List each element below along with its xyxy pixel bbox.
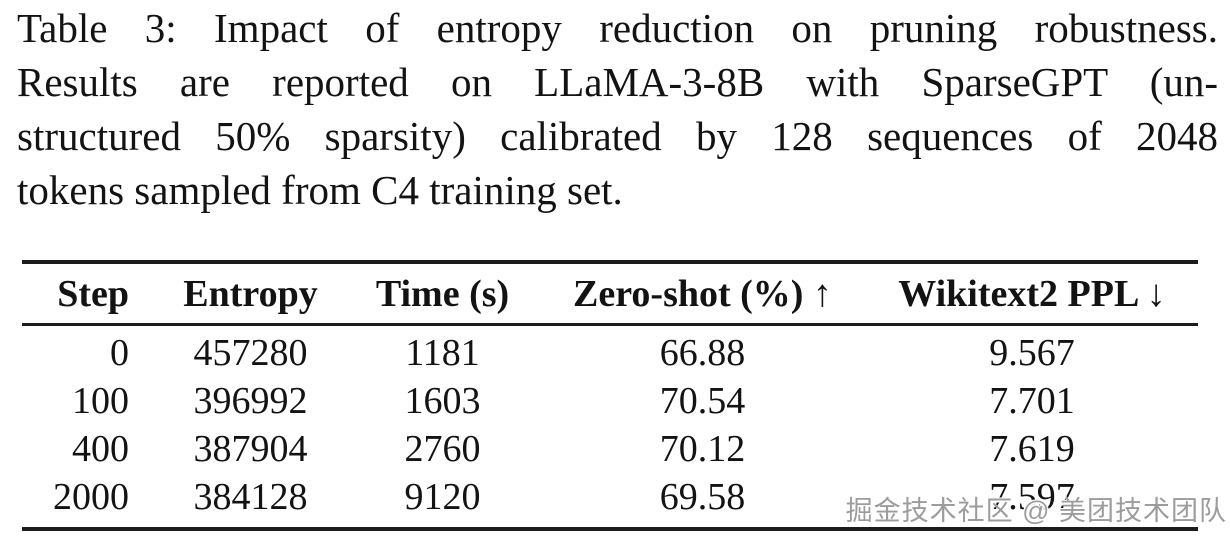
table-cell: 69.58 [659, 476, 746, 518]
column-header-step: Step [22, 262, 155, 326]
table-cell: 2760 [404, 428, 481, 470]
caption-line: structured 50% sparsity) calibrated by 1… [17, 113, 1218, 159]
table-cell: 70.12 [659, 428, 746, 470]
column-header-wikitext2-ppl: Wikitext2 PPL ↓ [866, 262, 1198, 326]
table-cell: 1181 [405, 332, 480, 374]
table-cell: 396992 [193, 380, 308, 422]
table-cell: 1603 [404, 380, 481, 422]
table-cell: 457280 [193, 332, 308, 374]
caption-line: tokens sampled from C4 training set. [17, 167, 623, 213]
table-caption: Table 3: Impact of entropy reduction on … [17, 1, 1218, 217]
results-table-container: Step Entropy Time (s) Zero-shot (%) ↑ Wi… [22, 260, 1198, 531]
table-row: 100 396992 1603 70.54 7.701 [22, 377, 1198, 425]
watermark-text: 掘金技术社区 @ 美团技术团队 [845, 496, 1227, 526]
column-header-time: Time (s) [346, 262, 539, 326]
table-row: 0 457280 1181 66.88 9.567 [22, 325, 1198, 378]
table-cell: 9120 [404, 476, 481, 518]
table-cell: 7.619 [989, 428, 1075, 470]
caption-line: Results are reported on LLaMA-3-8B with … [17, 59, 1218, 105]
table-cell: 400 [72, 428, 129, 470]
table-row: 2000 384128 9120 69.58 7.597 [22, 473, 1198, 529]
header-row: Step Entropy Time (s) Zero-shot (%) ↑ Wi… [22, 262, 1198, 326]
table-cell: 66.88 [659, 332, 746, 374]
table-cell: 7.597 [989, 476, 1075, 518]
table-cell: 384128 [193, 476, 308, 518]
table-row: 400 387904 2760 70.12 7.619 [22, 425, 1198, 473]
table-cell: 9.567 [989, 332, 1075, 374]
results-table: Step Entropy Time (s) Zero-shot (%) ↑ Wi… [22, 260, 1198, 531]
column-header-zero-shot: Zero-shot (%) ↑ [539, 262, 866, 326]
table-cell: 70.54 [659, 380, 746, 422]
caption-line: Table 3: Impact of entropy reduction on … [17, 5, 1218, 51]
table-cell: 387904 [193, 428, 308, 470]
table-cell: 2000 [53, 476, 129, 518]
column-header-entropy: Entropy [155, 262, 346, 326]
table-cell: 100 [72, 380, 129, 422]
table-cell: 7.701 [989, 380, 1075, 422]
table-cell: 0 [110, 332, 129, 374]
